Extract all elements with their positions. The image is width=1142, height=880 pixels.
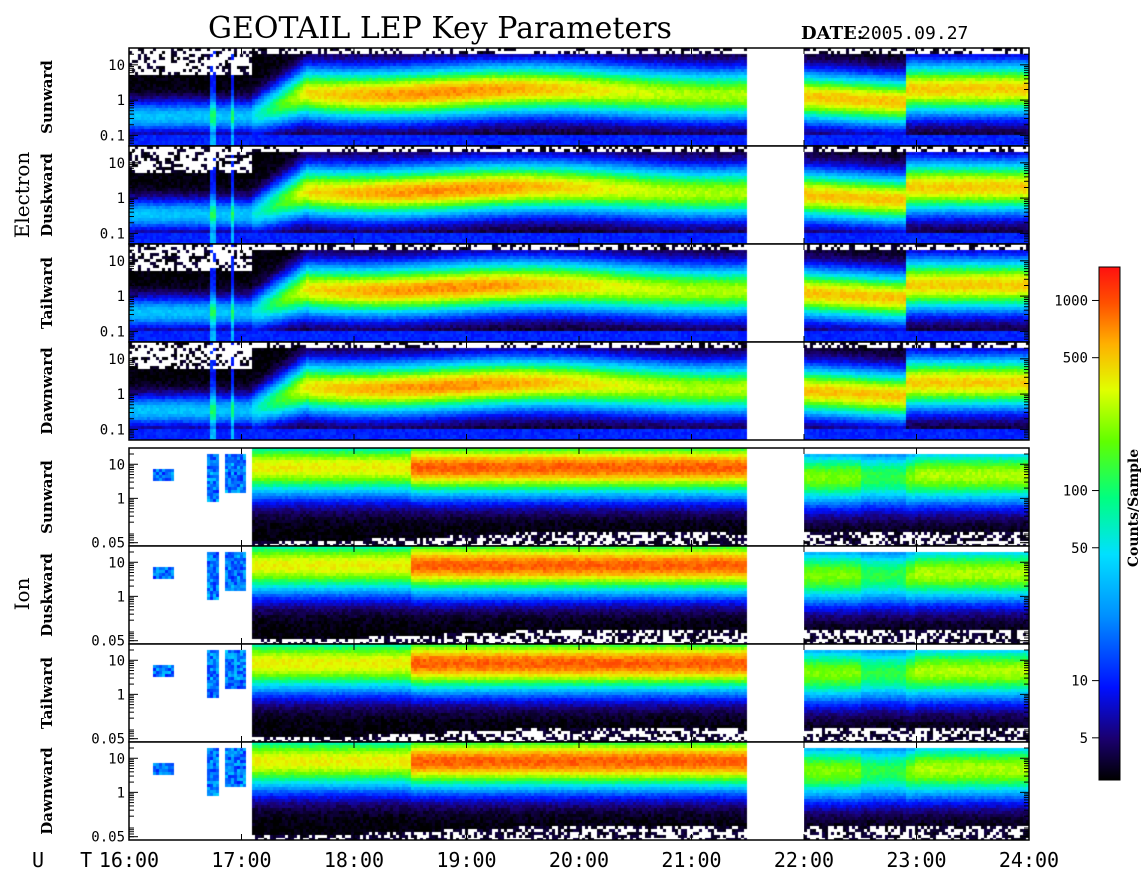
x-axis: U T 16:00 17:00 18:00 19:00 20:00 21:00 22:00 2… <box>32 848 1059 872</box>
spectrogram-image <box>129 546 1029 644</box>
x-tick-label: 24:00 <box>999 848 1059 872</box>
panel-stack: 10 1 0.1 Sunward 10 1 0.1 Duskward 10 1 0.1 Tailwar… <box>38 47 1030 846</box>
y-tick-label: 10 <box>108 555 125 571</box>
y-tick-label: 0.1 <box>100 128 125 144</box>
colorbar-scale <box>1098 266 1121 781</box>
spectrogram-image <box>129 342 1029 440</box>
y-tick-label: 0.05 <box>91 634 125 650</box>
data-gap <box>747 448 804 546</box>
colorbar-tick-label: 10 <box>1071 674 1088 690</box>
colorbar-tick-label: 500 <box>1063 351 1088 367</box>
y-tick-label: 0.05 <box>91 830 125 846</box>
data-gap <box>747 742 804 840</box>
group-label-ion: Ion <box>10 577 34 610</box>
data-gap <box>747 644 804 742</box>
colorbar-label: Counts/Sample <box>1126 449 1142 567</box>
spectrogram-image <box>129 146 1029 244</box>
y-tick-label: 1 <box>117 491 125 507</box>
x-tick-label: 18:00 <box>324 848 384 872</box>
chart-title: GEOTAIL LEP Key Parameters <box>208 11 672 46</box>
y-tick-label: 10 <box>108 751 125 767</box>
spectrogram-image <box>129 742 1029 840</box>
group-labels: Electron Ion <box>10 152 34 611</box>
colorbar-tick-label: 50 <box>1071 541 1088 557</box>
panel-direction-label: Sunward <box>38 460 56 534</box>
panel-direction-label: Dawnward <box>38 347 56 435</box>
y-tick-label: 1 <box>117 289 125 305</box>
y-tick-label: 0.1 <box>100 324 125 340</box>
group-label-electron: Electron <box>10 152 34 239</box>
electron-duskward-panel: 10 1 0.1 Duskward <box>38 145 1030 245</box>
ion-duskward-panel: 10 1 0.05 Duskward <box>38 545 1030 650</box>
panel-direction-label: Sunward <box>38 60 56 134</box>
panel-direction-label: Duskward <box>38 153 56 237</box>
spectrogram-image <box>129 244 1029 342</box>
x-tick-label: 16:00 <box>99 848 159 872</box>
ion-tailward-panel: 10 1 0.05 Tailward <box>38 643 1030 748</box>
colorbar-tick-label: 5 <box>1080 731 1088 747</box>
y-tick-label: 0.1 <box>100 422 125 438</box>
electron-dawnward-panel: 10 1 0.1 Dawnward <box>38 341 1030 441</box>
y-tick-label: 0.05 <box>91 536 125 552</box>
y-tick-label: 0.1 <box>100 226 125 242</box>
spectrogram-image <box>129 48 1029 146</box>
data-gap <box>747 244 804 342</box>
x-tick-label: 19:00 <box>436 848 496 872</box>
y-tick-label: 10 <box>108 457 125 473</box>
x-tick-label: 22:00 <box>774 848 834 872</box>
x-tick-label: 17:00 <box>211 848 271 872</box>
y-tick-label: 1 <box>117 687 125 703</box>
electron-sunward-panel: 10 1 0.1 Sunward <box>38 47 1030 147</box>
y-tick-label: 10 <box>108 254 125 270</box>
colorbar-tick-label: 1000 <box>1054 293 1088 309</box>
colorbar-tick-label: 100 <box>1063 484 1088 500</box>
panel-direction-label: Tailward <box>38 257 56 329</box>
x-tick-label: 20:00 <box>549 848 609 872</box>
data-gap <box>747 546 804 644</box>
data-gap <box>747 342 804 440</box>
x-tick-label: 23:00 <box>886 848 946 872</box>
y-tick-label: 10 <box>108 156 125 172</box>
panel-direction-label: Dawnward <box>38 747 56 835</box>
ion-sunward-panel: 10 1 0.05 Sunward <box>38 447 1030 552</box>
y-tick-label: 1 <box>117 387 125 403</box>
y-tick-label: 10 <box>108 653 125 669</box>
panel-direction-label: Tailward <box>38 657 56 729</box>
y-tick-label: 10 <box>108 352 125 368</box>
electron-tailward-panel: 10 1 0.1 Tailward <box>38 243 1030 343</box>
spectrogram-image <box>129 644 1029 742</box>
y-tick-label: 10 <box>108 58 125 74</box>
date-label: DATE: <box>801 23 863 44</box>
colorbar: Counts/Sample 1000 500 100 50 10 5 <box>1054 266 1142 781</box>
y-tick-label: 1 <box>117 191 125 207</box>
y-tick-label: 0.05 <box>91 732 125 748</box>
y-tick-label: 1 <box>117 785 125 801</box>
x-tick-label: 21:00 <box>661 848 721 872</box>
y-tick-label: 1 <box>117 93 125 109</box>
data-gap <box>747 48 804 146</box>
x-axis-label: U T <box>32 848 104 872</box>
spectrogram-image <box>129 448 1029 546</box>
date-value: 2005.09.27 <box>860 23 968 44</box>
data-gap <box>747 146 804 244</box>
panel-direction-label: Duskward <box>38 553 56 637</box>
y-tick-label: 1 <box>117 589 125 605</box>
ion-dawnward-panel: 10 1 0.05 Dawnward <box>38 741 1030 846</box>
